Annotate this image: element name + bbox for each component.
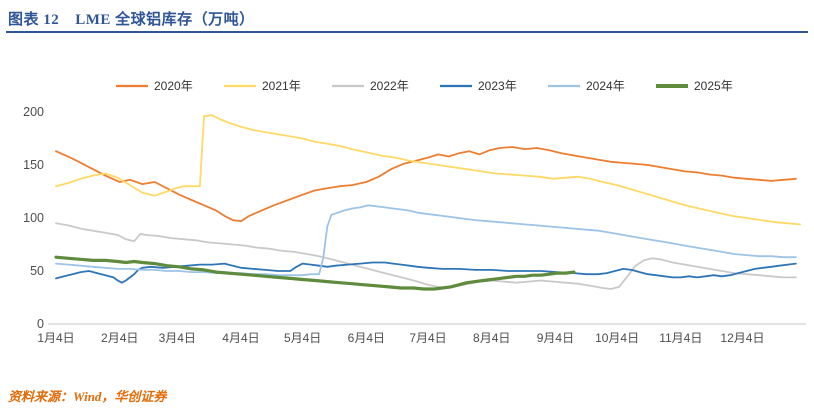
legend-label-2025: 2025年 [694,79,733,93]
x-tick-label: 6月4日 [348,331,385,345]
x-tick-label: 4月4日 [222,331,259,345]
y-tick-label: 100 [23,211,44,225]
legend-label-2024: 2024年 [586,79,625,93]
line-chart: 0 50 100 150 200 1月4日 2月4日 3月4日 4月4日 5月4日 6月4日 7月4日… [0,40,814,370]
x-tick-label: 5月4日 [284,331,321,345]
legend-label-2023: 2023年 [478,79,517,93]
chart-plot: 0 50 100 150 200 1月4日 2月4日 3月4日 4月4日 5月4日 6月4日 7月4日… [23,79,806,345]
source-note: 资料来源：Wind，华创证券 [8,389,167,404]
x-tick-label: 11月4日 [659,331,702,345]
figure-label: 图表 12 [8,12,60,28]
legend-label-2020: 2020年 [154,79,193,93]
y-tick-label: 200 [23,105,44,119]
series-line-2021 [55,114,801,226]
figure-title: LME 全球铝库存（万吨） [75,12,255,28]
series-line-2025 [54,255,576,291]
series-line-2020 [55,146,797,223]
legend-label-2021: 2021年 [262,79,301,93]
x-tick-label: 7月4日 [409,331,446,345]
series-line-2023 [55,261,797,284]
x-tick-label: 12月4日 [720,331,764,345]
x-tick-label: 3月4日 [159,331,196,345]
x-tick-label: 9月4日 [537,331,574,345]
x-tick-label: 8月4日 [473,331,510,345]
y-tick-label: 50 [30,264,44,278]
figure-header: 图表 12 LME 全球铝库存（万吨） [8,8,255,29]
legend-label-2022: 2022年 [370,79,409,93]
series-line-2024 [55,204,797,277]
y-tick-label: 150 [23,158,44,172]
x-tick-label: 1月4日 [37,331,74,345]
x-tick-label: 2月4日 [101,331,138,345]
x-tick-label: 10月4日 [595,331,639,345]
y-tick-label: 0 [37,317,44,331]
series-line-2022 [55,222,797,290]
title-divider [6,31,808,33]
